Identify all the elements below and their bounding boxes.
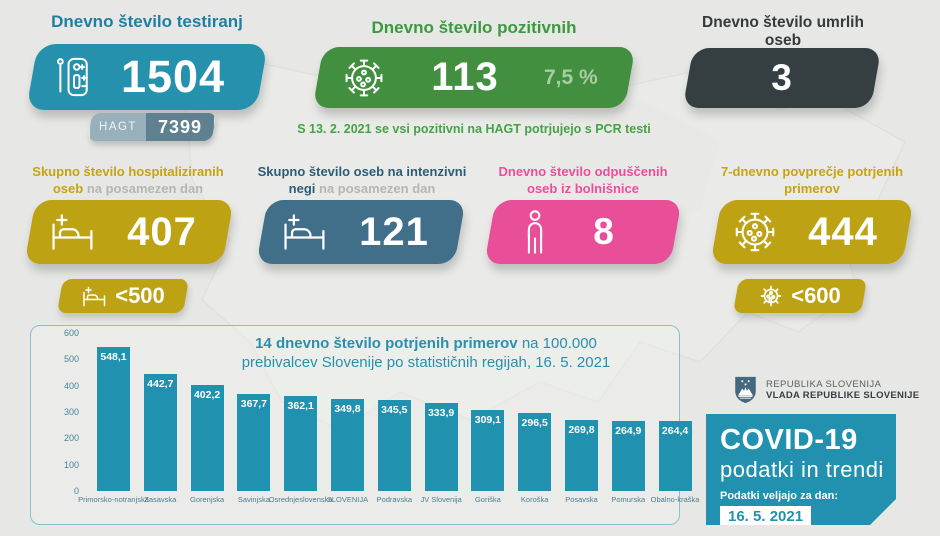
bar-value-label: 367,7 [240, 398, 268, 410]
gov-line2: VLADA REPUBLIKE SLOVENIJE [766, 390, 920, 401]
person-icon [520, 209, 550, 255]
hagt-badge: HAGT 7399 [88, 113, 217, 141]
y-tick-label: 200 [63, 433, 79, 444]
y-tick-label: 600 [63, 328, 79, 338]
tests-card: 1504 [26, 44, 268, 110]
chart-title: 14 dnevno število potrjenih primerov na … [241, 335, 611, 371]
bar-x-label: Zasavska [144, 495, 177, 504]
hospitalized-card: 407 [24, 200, 234, 264]
positive-card: 113 7,5 % [312, 47, 636, 108]
hagt-value: 7399 [146, 113, 214, 141]
week-avg-threshold-badge: <600 [733, 279, 867, 313]
bar: 402,2 Gorenjska [190, 385, 224, 504]
bar: 309,1 Goriška [471, 410, 505, 504]
bar: 296,5 Koroška [518, 413, 552, 504]
week-avg-card: 444 [710, 200, 914, 264]
positive-note: S 13. 2. 2021 se vsi pozitivni na HAGT p… [297, 122, 651, 136]
bar: 269,8 Posavska [564, 420, 598, 504]
y-tick-label: 500 [63, 354, 79, 365]
regions-chart-panel: 0 100 200 300 400 500 600 548,1 Primorsko-notra… [30, 325, 699, 525]
bar: 264,4 Obalno-kraška [651, 421, 699, 504]
chart-bars: 548,1 Primorsko-notranjska 442,7 Zasavska 40… [78, 347, 699, 504]
bar-x-label: Posavska [565, 495, 598, 504]
virus-icon [342, 56, 386, 100]
positive-value: 113 [431, 55, 499, 99]
bar-value-label: 402,2 [193, 389, 221, 401]
bar-value-label: 264,9 [615, 425, 642, 437]
discharged-value: 8 [593, 211, 615, 252]
bar: 367,7 Savinjska [237, 394, 271, 504]
bar: 345,5 Podravska [377, 400, 412, 504]
bar-value-label: 264,4 [661, 425, 689, 437]
week-avg-threshold: <600 [791, 283, 841, 308]
week-avg-title: 7-dnevno povprečje potrjenih primerov [720, 164, 904, 196]
date-label: Podatki veljajo za dan: [720, 490, 838, 502]
deaths-card: 3 [682, 48, 882, 108]
bar-x-label: Podravska [376, 495, 412, 504]
hospital-bed-icon [48, 211, 96, 253]
y-tick-label: 100 [63, 459, 79, 470]
hagt-label: HAGT [90, 113, 146, 141]
bar-x-label: Goriška [474, 495, 501, 504]
bar-value-label: 309,1 [474, 414, 502, 426]
positive-percent: 7,5 % [544, 65, 598, 89]
bar: 362,1 Osrednjeslovenska [269, 396, 333, 504]
bar-value-label: 345,5 [381, 404, 408, 416]
bar: 548,1 Primorsko-notranjska [78, 347, 149, 504]
bar: 349,8 SLOVENIJA [327, 399, 368, 504]
y-tick-label: 300 [63, 407, 79, 417]
hospitalized-title: Skupno število hospitaliziranih oseb na … [32, 164, 224, 196]
bar-value-label: 333,9 [427, 407, 455, 419]
deaths-title: Dnevno število umrlih oseb [702, 14, 864, 49]
bar: 264,9 Pomurska [611, 421, 645, 504]
rapid-test-icon [54, 54, 94, 100]
hospital-bed-icon [280, 211, 328, 253]
bar: 333,9 JV Slovenija [420, 403, 462, 504]
bar-x-label: Koroška [520, 495, 549, 504]
virus-icon [759, 284, 783, 308]
tests-value: 1504 [120, 51, 226, 102]
gov-line1: REPUBLIKA SLOVENIJA [766, 379, 882, 390]
government-label: REPUBLIKA SLOVENIJA VLADA REPUBLIKE SLOV… [766, 379, 919, 401]
covid-info-card: COVID-19 podatki in trendi Podatki velja… [706, 414, 896, 525]
slovenia-coat-of-arms [734, 376, 757, 404]
hospitalized-threshold-badge: <500 [57, 279, 189, 313]
bar-value-label: 362,1 [287, 400, 314, 412]
covid-title: COVID-19 [720, 424, 858, 456]
date-value: 16. 5. 2021 [720, 506, 811, 528]
discharged-card: 8 [484, 200, 682, 264]
tests-title: Dnevno število testiranj [51, 12, 243, 31]
virus-icon [732, 209, 778, 255]
bar-value-label: 442,7 [147, 378, 174, 390]
hospitalized-value: 407 [127, 209, 197, 254]
icu-card: 121 [256, 200, 466, 264]
positive-title: Dnevno število pozitivnih [371, 18, 577, 37]
y-tick-label: 0 [73, 486, 79, 496]
bar-value-label: 269,8 [568, 424, 595, 436]
bar-x-label: SLOVENIJA [326, 495, 369, 504]
bar-x-label: Obalno-kraška [650, 495, 700, 504]
week-avg-value: 444 [808, 209, 878, 254]
bar-x-label: Osrednjeslovenska [268, 495, 333, 504]
bar-value-label: 349,8 [334, 403, 361, 415]
bar: 442,7 Zasavska [143, 374, 177, 504]
bar-x-label: Gorenjska [190, 495, 225, 504]
discharged-title: Dnevno število odpuščenih oseb iz bolniš… [498, 164, 668, 196]
hospitalized-threshold: <500 [115, 283, 165, 308]
bar-value-label: 548,1 [100, 351, 127, 363]
bar-x-label: Primorsko-notranjska [78, 495, 149, 504]
bar-x-label: Savinjska [237, 495, 270, 504]
deaths-value: 3 [771, 57, 793, 98]
covid-subtitle: podatki in trendi [720, 457, 884, 482]
y-tick-label: 400 [63, 380, 79, 391]
icu-value: 121 [359, 209, 429, 254]
hospital-bed-icon [81, 285, 107, 308]
icu-title: Skupno število oseb na intenzivni negi n… [257, 164, 467, 196]
bar-x-label: Pomurska [611, 495, 646, 504]
bar-value-label: 296,5 [521, 417, 548, 429]
bar-x-label: JV Slovenija [420, 495, 462, 504]
